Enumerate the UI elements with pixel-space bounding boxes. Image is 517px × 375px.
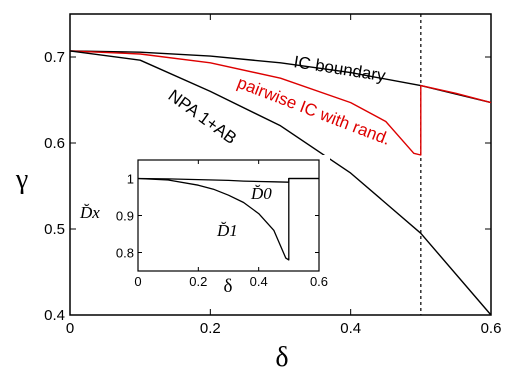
y-tick-label: 0.6 <box>44 135 65 152</box>
inset-y-axis-label: D̆x <box>79 203 100 222</box>
y-tick-label: 0.7 <box>44 49 65 66</box>
y-tick-label: 0.4 <box>44 307 65 324</box>
main-series-line-1 <box>69 50 492 156</box>
x-tick-label: 0.2 <box>200 320 221 337</box>
inset-lines <box>137 177 319 261</box>
main-series-line-2 <box>69 50 492 316</box>
x-tick-label: 0.4 <box>250 274 268 289</box>
y-axis-label: γ <box>15 164 28 195</box>
inset-ticks: 0 0.2 0.4 0.6 0.8 0.9 1 <box>116 160 328 289</box>
x-tick-label: 0 <box>134 274 141 289</box>
x-tick-label: 0 <box>66 320 74 337</box>
x-tick-label: 0.6 <box>310 274 328 289</box>
x-tick-label: 0.2 <box>189 274 207 289</box>
x-tick-label: 0.4 <box>340 320 361 337</box>
series-label-ic-boundary: IC boundary <box>292 52 387 85</box>
main-lines <box>69 50 492 316</box>
inset-x-axis-label: δ <box>224 276 233 297</box>
series-label-pairwise-ic: pairwise IC with rand. <box>235 73 394 149</box>
x-axis-label: δ <box>275 342 288 373</box>
inset-series-label-d0: D̆0 <box>250 184 272 203</box>
main-ticks: 0 0.2 0.4 0.6 0.4 0.5 0.6 0.7 <box>44 14 501 337</box>
y-tick-label: 0.8 <box>116 246 134 261</box>
inset-series-label-d1: D̆1 <box>216 221 238 240</box>
y-tick-label: 0.5 <box>44 221 65 238</box>
series-label-npa: NPA 1+AB <box>165 86 241 148</box>
inset-series-line-1 <box>137 177 319 261</box>
x-tick-label: 0.6 <box>481 320 502 337</box>
y-tick-label: 0.9 <box>116 209 134 224</box>
y-tick-label: 1 <box>127 172 134 187</box>
main-plot-frame <box>69 13 492 316</box>
